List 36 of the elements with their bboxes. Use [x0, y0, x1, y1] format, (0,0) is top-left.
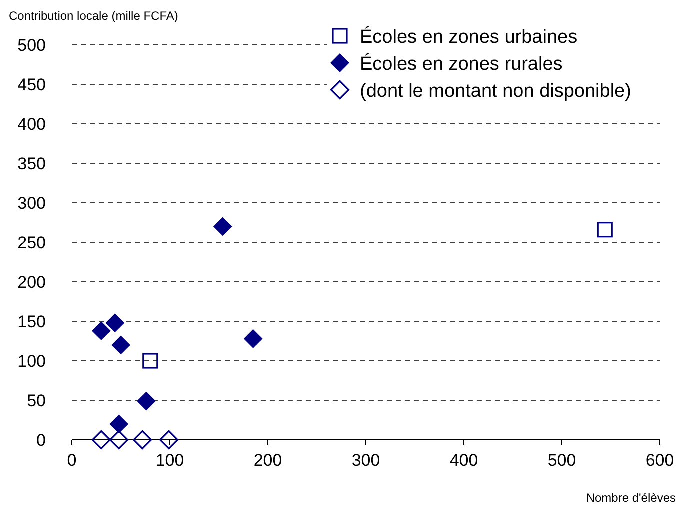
y-tick-label: 500	[18, 36, 46, 55]
y-axis-title: Contribution locale (mille FCFA)	[9, 9, 178, 23]
point	[92, 430, 111, 450]
point	[142, 353, 158, 369]
x-tick-label: 200	[254, 451, 282, 470]
legend-label: Écoles en zones urbaines	[360, 26, 578, 48]
point	[159, 430, 179, 450]
point	[214, 217, 232, 236]
y-tick-label: 400	[18, 115, 46, 134]
y-tick-label: 0	[36, 431, 46, 450]
y-tick-label: 300	[18, 194, 46, 213]
point	[112, 336, 130, 354]
y-tick-label: 150	[18, 312, 46, 332]
x-tick-label: 100	[156, 451, 184, 470]
x-tick-label: 400	[450, 451, 478, 470]
point	[133, 430, 152, 450]
point	[244, 330, 263, 348]
point	[110, 414, 128, 434]
x-tick-label: 500	[548, 451, 576, 470]
point	[106, 314, 124, 332]
point	[109, 430, 129, 450]
x-tick-label: 300	[352, 451, 380, 470]
y-tick-label: 100	[18, 352, 46, 371]
point	[597, 222, 613, 238]
x-tick-label: 0	[67, 451, 77, 470]
y-tick-label: 50	[27, 392, 46, 410]
x-tick-label: 600	[646, 451, 674, 470]
x-axis-title: Nombre d'élèves	[586, 491, 676, 505]
point	[137, 392, 156, 411]
legend-label: Écoles en zones rurales	[360, 53, 563, 75]
y-tick-label: 450	[18, 76, 46, 94]
y-tick-label: 200	[18, 273, 46, 292]
y-tick-label: 350	[18, 154, 46, 174]
point	[92, 322, 111, 340]
legend-label: (dont le montant non disponible)	[360, 81, 632, 102]
y-tick-label: 250	[18, 234, 46, 252]
